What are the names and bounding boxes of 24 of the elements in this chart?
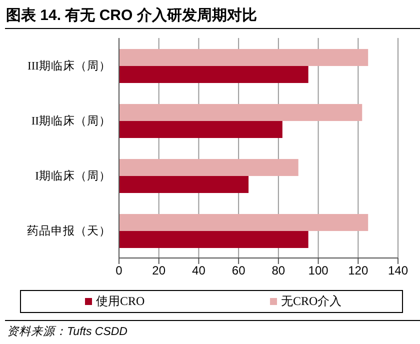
x-tick-label: 60 [232,264,246,278]
x-tick-label: 140 [388,264,408,278]
x-tick-label: 120 [348,264,368,278]
bar [119,104,362,121]
legend-label: 使用CRO [96,293,145,310]
x-tick-label: 100 [308,264,329,278]
chart-title: 图表 14. 有无 CRO 介入研发周期对比 [6,6,257,25]
y-tick-label: III期临床（周） [28,58,111,73]
bar [119,214,368,231]
bar [119,231,308,248]
x-tick-label: 20 [152,264,166,278]
y-tick-label: I期临床（周） [35,168,111,183]
y-tick-label: 药品申报（天） [27,224,111,238]
legend-label: 无CRO介入 [281,293,342,310]
x-tick-label: 40 [192,264,206,278]
bar [119,121,282,138]
text: 资料来源：Tufts CSDD [7,324,128,339]
y-tick-label: II期临床（周） [31,114,111,128]
bar [119,159,298,176]
bar [119,66,308,83]
x-tick-label: 80 [272,264,286,278]
bar [119,176,249,193]
bar [119,49,368,66]
x-tick-label: 0 [116,264,123,278]
